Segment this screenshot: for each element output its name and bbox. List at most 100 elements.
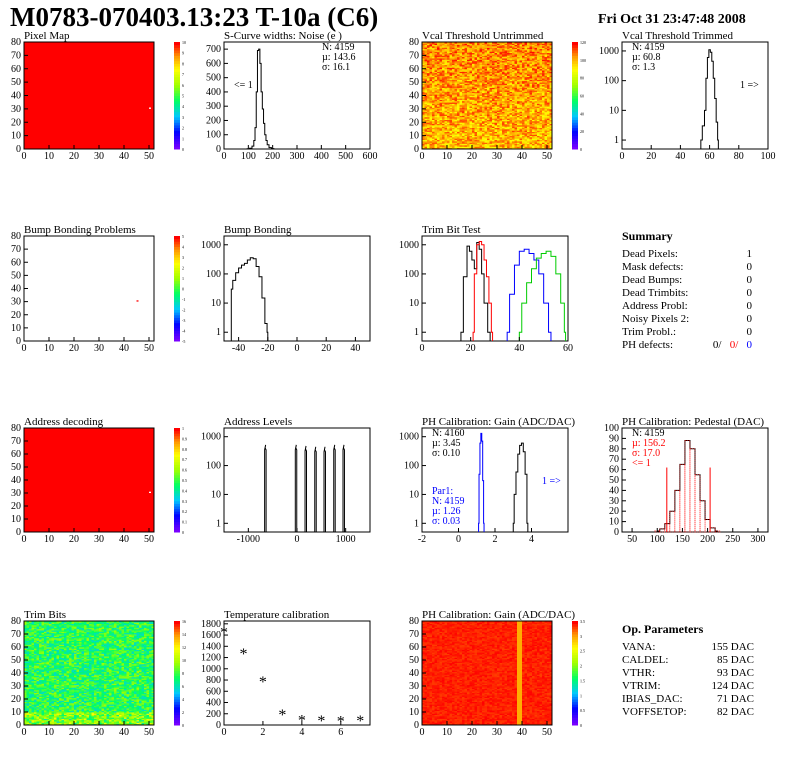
heatmap-cell <box>457 50 460 52</box>
heatmap-cell <box>467 43 470 46</box>
heatmap-cell <box>477 72 480 75</box>
heatmap-cell <box>489 66 493 68</box>
x-tick-label: 2 <box>493 534 498 545</box>
heatmap-cell <box>529 71 533 74</box>
heatmap-cell <box>442 80 445 83</box>
heatmap-cell <box>532 135 535 138</box>
heatmap-cell <box>442 140 445 143</box>
heatmap-cell <box>449 83 453 86</box>
address-peak <box>323 446 326 532</box>
heatmap-cell <box>457 46 460 48</box>
heatmap-cell <box>492 90 495 92</box>
heatmap-cell <box>437 42 440 44</box>
heatmap-cell <box>487 51 490 54</box>
heatmap-cell <box>527 83 530 86</box>
heatmap-cell <box>522 47 525 50</box>
heatmap-cell <box>452 84 455 87</box>
heatmap-cell <box>529 100 533 103</box>
heatmap-cell <box>507 94 510 96</box>
heatmap-cell <box>494 42 498 44</box>
heatmap-cell <box>437 54 440 56</box>
heatmap-cell <box>422 78 425 80</box>
heatmap-outlier <box>136 300 139 302</box>
heatmap-cell <box>497 56 500 59</box>
heatmap-cell <box>527 115 530 118</box>
palette-step <box>174 116 180 121</box>
heatmap-cell <box>434 107 438 110</box>
heatmap-cell <box>467 88 470 91</box>
heatmap-cell <box>424 99 428 102</box>
heatmap-cell <box>444 131 448 134</box>
heatmap-cell <box>487 54 490 56</box>
heatmap-cell <box>499 92 503 95</box>
heatmap-cell <box>509 108 513 111</box>
heatmap-cell <box>487 94 490 96</box>
heatmap-cell <box>424 48 428 51</box>
heatmap-cell <box>434 80 438 83</box>
heatmap-cell <box>519 64 523 67</box>
heatmap-cell <box>449 131 453 134</box>
series-line <box>460 241 491 341</box>
heatmap-cell <box>522 82 525 84</box>
heatmap-cell <box>434 126 438 128</box>
heatmap-cell <box>444 67 448 70</box>
heatmap-cell <box>462 146 465 149</box>
heatmap-cell <box>472 90 475 92</box>
heatmap-cell <box>484 60 488 63</box>
heatmap-cell <box>467 54 470 56</box>
heatmap-cell <box>519 68 523 71</box>
heatmap-cell <box>449 87 453 90</box>
heatmap-cell <box>487 132 490 135</box>
heatmap-cell <box>439 60 443 63</box>
heatmap-cell <box>497 118 500 120</box>
heatmap-cell <box>467 128 470 131</box>
palette-step <box>174 66 180 70</box>
heatmap-cell <box>434 94 438 96</box>
heatmap-cell <box>477 120 480 123</box>
heatmap-cell <box>524 135 528 138</box>
heatmap-cell <box>459 55 463 58</box>
heatmap-cell <box>477 106 480 108</box>
heatmap-cell <box>452 116 455 119</box>
heatmap-cell <box>507 103 510 106</box>
heatmap-cell <box>524 83 528 86</box>
heatmap-cell <box>437 116 440 119</box>
heatmap-cell <box>422 144 425 147</box>
heatmap-cell <box>459 134 463 137</box>
heatmap-cell <box>479 94 483 96</box>
heatmap-cell <box>497 71 500 74</box>
heatmap-cell <box>477 54 480 56</box>
heatmap-cell <box>437 120 440 123</box>
heatmap-cell <box>437 122 440 124</box>
y-tick-label: 0 <box>216 144 221 155</box>
heatmap-cell <box>512 66 515 68</box>
heatmap-cell <box>487 60 490 63</box>
heatmap-cell <box>469 58 473 60</box>
heatmap-cell <box>519 42 523 44</box>
heatmap-cell <box>449 46 453 48</box>
heatmap-cell <box>447 47 450 50</box>
heatmap-cell <box>457 91 460 94</box>
heatmap-cell <box>512 90 515 92</box>
heatmap-cell <box>444 114 448 116</box>
heatmap-cell <box>432 94 435 96</box>
heatmap-cell <box>434 114 438 116</box>
heatmap-cell <box>494 68 498 71</box>
heatmap-cell <box>467 126 470 128</box>
heatmap-cell <box>479 115 483 118</box>
heatmap-cell <box>522 124 525 127</box>
heatmap-cell <box>527 110 530 112</box>
heatmap-cell <box>454 126 458 128</box>
heatmap-cell <box>494 86 498 88</box>
heatmap-cell <box>444 56 448 59</box>
heatmap-cell <box>497 76 500 79</box>
y-tick-label: 50 <box>11 77 21 88</box>
heatmap-cell <box>522 107 525 110</box>
heatmap-cell <box>444 68 448 71</box>
heatmap-cell <box>439 51 443 54</box>
palette-step <box>174 124 180 129</box>
heatmap-cell <box>454 130 458 133</box>
heatmap-cell <box>489 95 493 98</box>
heatmap-cell <box>497 86 500 88</box>
